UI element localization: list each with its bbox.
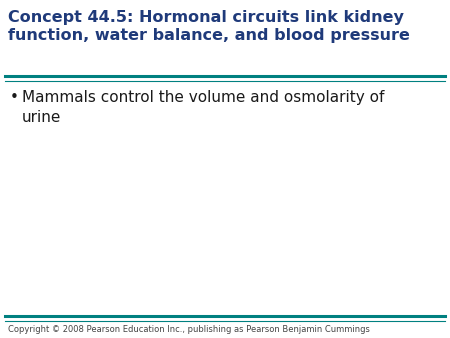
Text: Mammals control the volume and osmolarity of
urine: Mammals control the volume and osmolarit… bbox=[22, 90, 384, 125]
Text: Concept 44.5: Hormonal circuits link kidney
function, water balance, and blood p: Concept 44.5: Hormonal circuits link kid… bbox=[8, 10, 410, 43]
Text: Copyright © 2008 Pearson Education Inc., publishing as Pearson Benjamin Cummings: Copyright © 2008 Pearson Education Inc.,… bbox=[8, 325, 370, 334]
Text: •: • bbox=[10, 90, 19, 105]
